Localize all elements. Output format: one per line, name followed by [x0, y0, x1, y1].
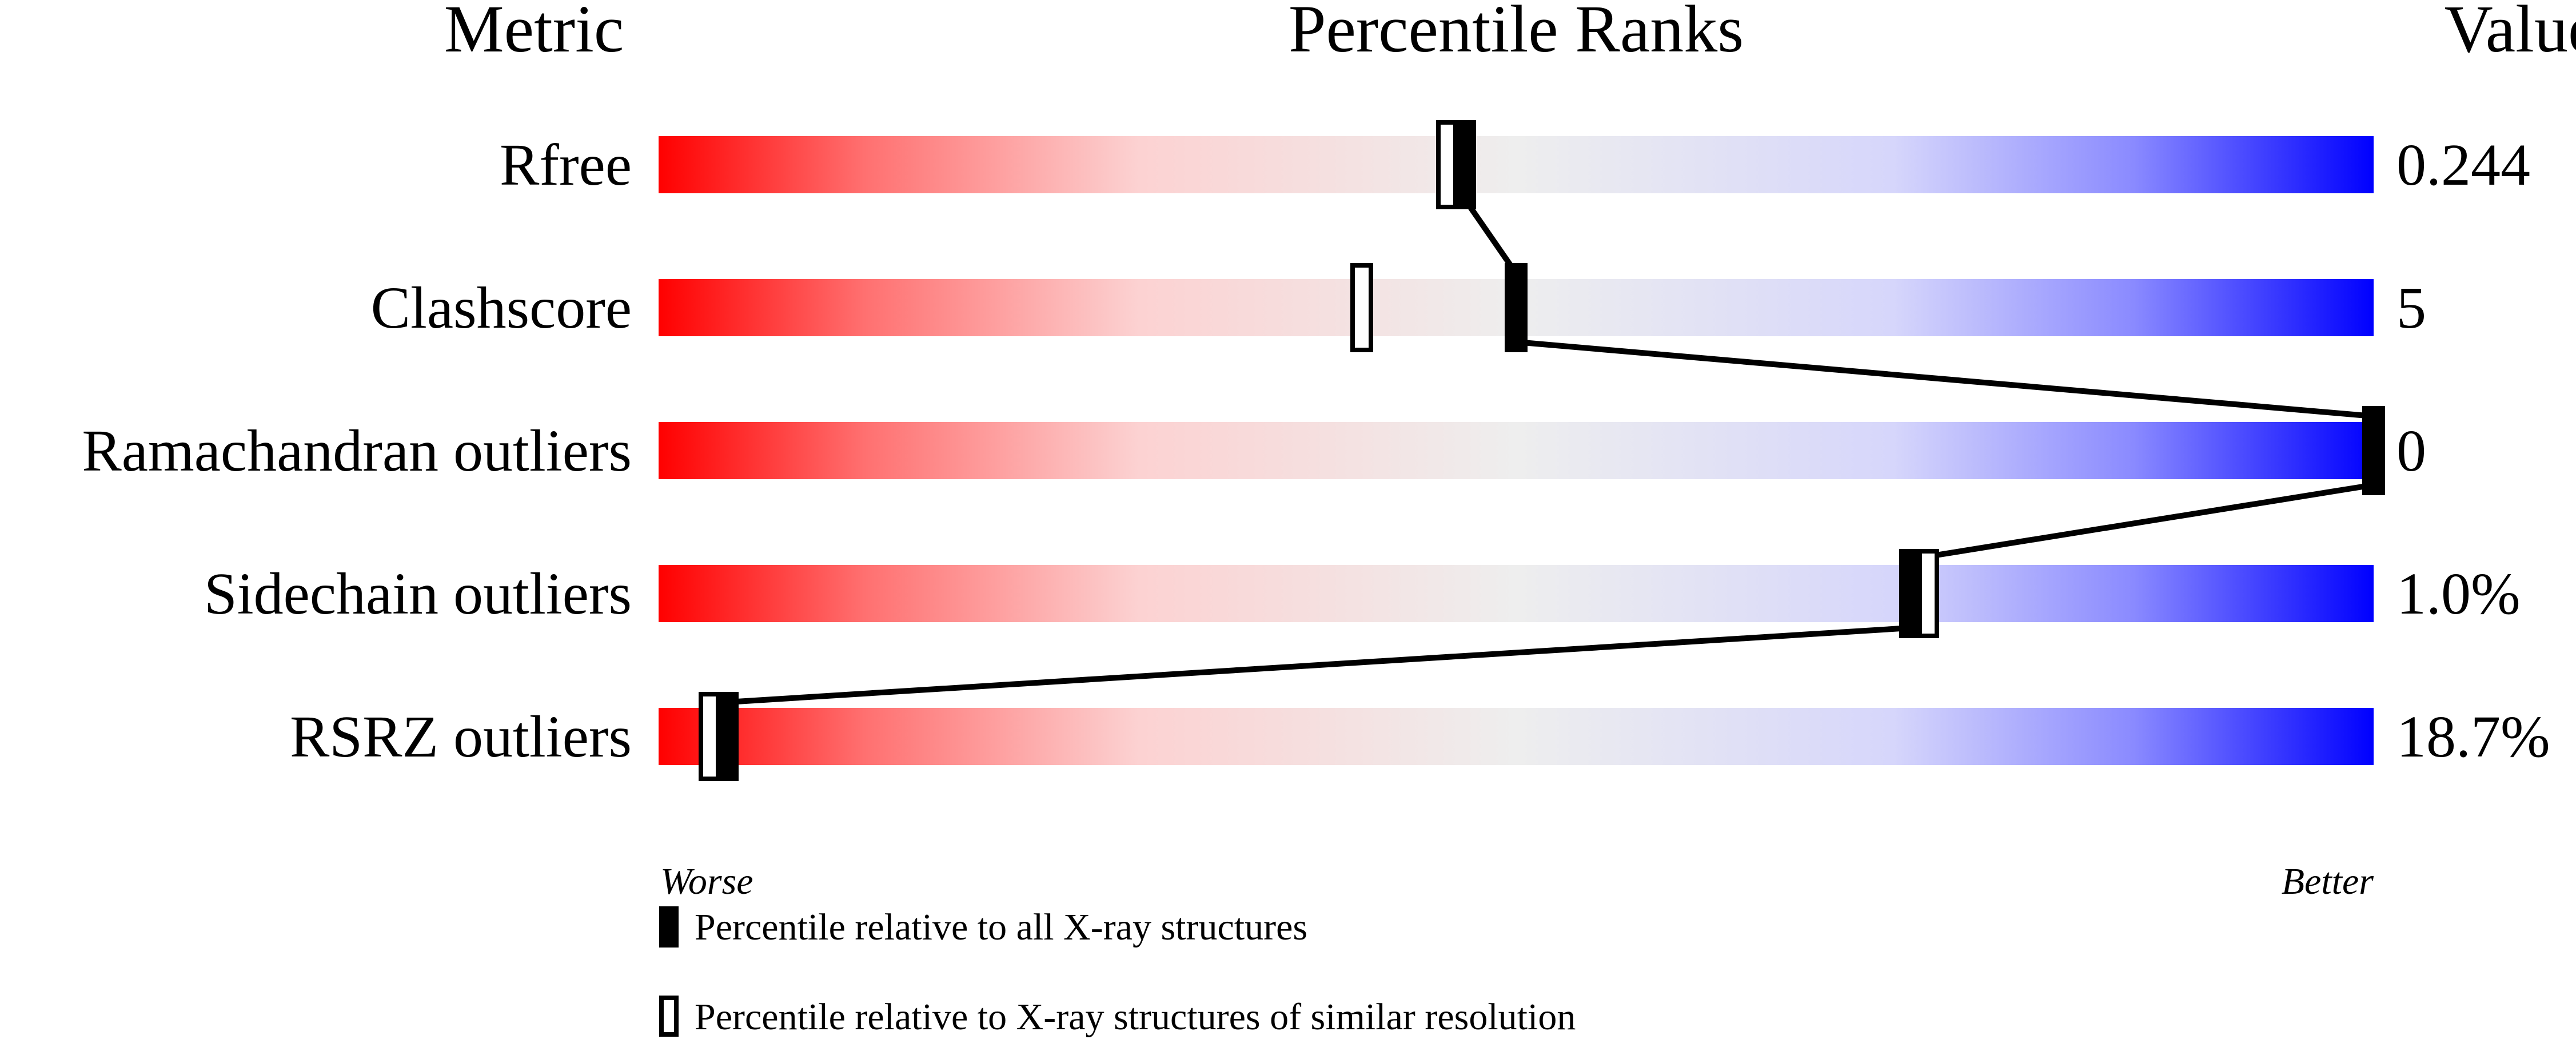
legend-filled-marker [659, 906, 679, 948]
value-header: Value [2445, 0, 2576, 66]
metric-label: Ramachandran outliers [82, 418, 632, 484]
metric-header: Metric [444, 0, 624, 66]
all-structures-percentile-marker [1453, 120, 1476, 209]
worse-label: Worse [660, 861, 753, 902]
metric-label: Sidechain outliers [204, 561, 632, 627]
legend-filled-label: Percentile relative to all X-ray structu… [695, 906, 1307, 948]
metric-label: Clashscore [371, 275, 632, 341]
percentile-connector-lines [727, 197, 2374, 705]
legend-open-marker [659, 996, 679, 1037]
connector-line [1516, 339, 2374, 419]
metric-label: RSRZ outliers [290, 704, 632, 770]
similar-resolution-percentile-marker [1350, 263, 1373, 352]
percentile-ranks-header: Percentile Ranks [1289, 0, 1744, 66]
better-label: Better [2282, 861, 2374, 902]
metric-rows: Rfree 0.244 Clashscore 5 Ramachandran outlie… [82, 132, 2550, 770]
connector-line [1462, 197, 1519, 275]
connector-line [727, 625, 1911, 705]
legend-open-label: Percentile relative to X-ray structures … [695, 996, 1576, 1038]
percentile-bar [659, 136, 2374, 193]
all-structures-percentile-marker [1899, 549, 1922, 638]
all-structures-percentile-marker [1505, 263, 1528, 352]
percentile-bar [659, 422, 2374, 479]
connector-line [1910, 482, 2374, 562]
percentile-markers [699, 120, 2385, 781]
metric-value: 0 [2396, 418, 2426, 484]
metric-value: 5 [2396, 275, 2426, 341]
percentile-bar [659, 565, 2374, 622]
percentile-bar [659, 708, 2374, 765]
metric-label: Rfree [500, 132, 632, 198]
metric-value: 1.0% [2396, 561, 2521, 627]
all-structures-percentile-marker [716, 692, 739, 781]
all-structures-percentile-marker [2362, 406, 2385, 495]
metric-value: 0.244 [2396, 132, 2530, 198]
metric-value: 18.7% [2396, 704, 2550, 770]
